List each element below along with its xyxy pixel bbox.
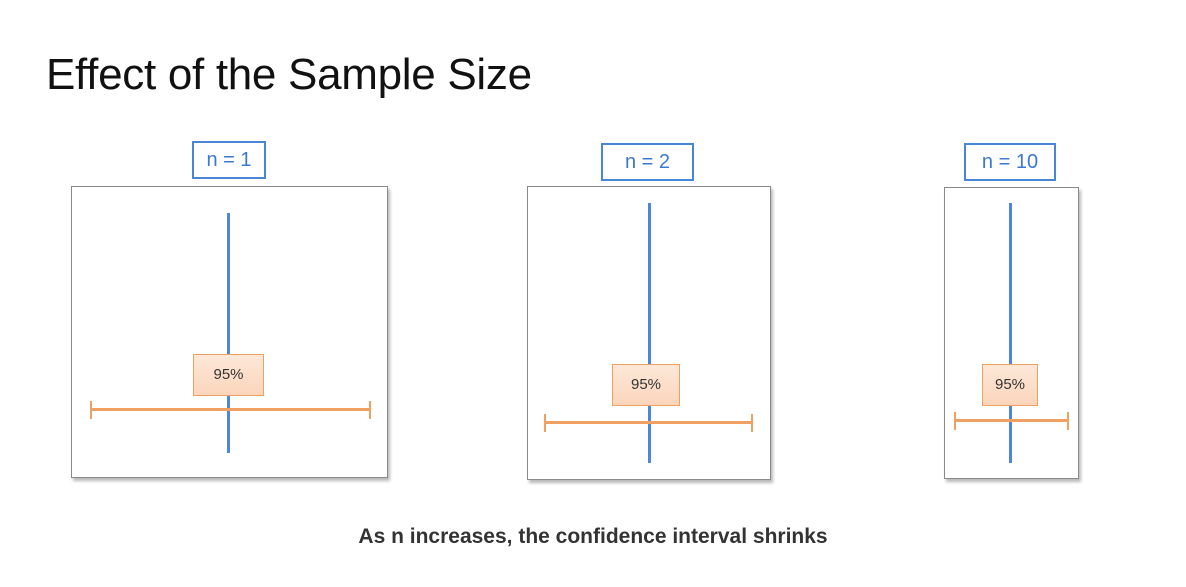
mean-line-n1 <box>227 213 230 453</box>
sample-size-label-n2: n = 2 <box>601 143 694 181</box>
sample-size-label-n10: n = 10 <box>964 143 1056 181</box>
interval-cap-left-n2 <box>544 414 546 432</box>
slide-title: Effect of the Sample Size <box>46 50 532 99</box>
mean-line-n10 <box>1009 203 1012 463</box>
confidence-interval-n10 <box>954 419 1069 422</box>
confidence-badge-n2: 95% <box>612 364 680 406</box>
mean-line-n2 <box>648 203 651 463</box>
confidence-badge-n10: 95% <box>982 364 1038 406</box>
caption: As n increases, the confidence interval … <box>358 525 828 548</box>
confidence-badge-n1: 95% <box>193 354 264 396</box>
confidence-interval-n2 <box>544 421 753 424</box>
interval-cap-right-n1 <box>369 401 371 419</box>
interval-cap-right-n10 <box>1067 412 1069 430</box>
interval-cap-right-n2 <box>751 414 753 432</box>
interval-cap-left-n1 <box>90 401 92 419</box>
sample-size-label-n1: n = 1 <box>192 141 266 179</box>
confidence-interval-n1 <box>90 408 371 411</box>
interval-cap-left-n10 <box>954 412 956 430</box>
